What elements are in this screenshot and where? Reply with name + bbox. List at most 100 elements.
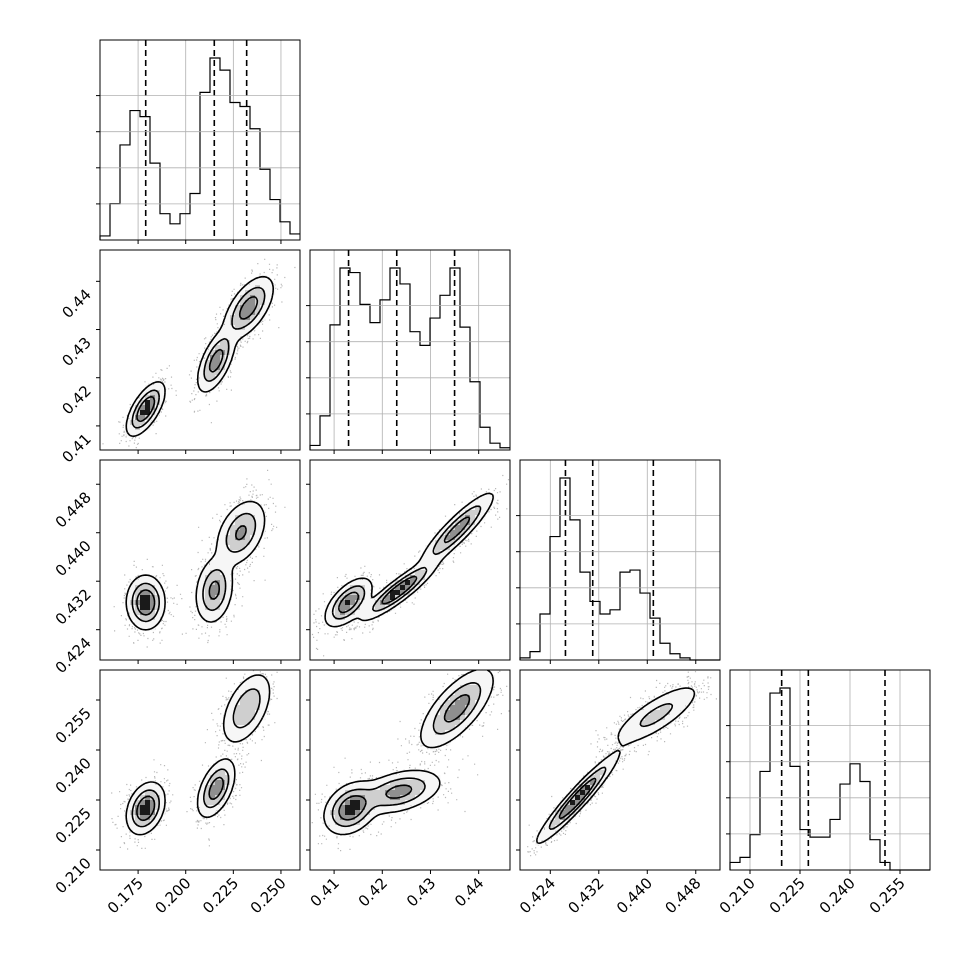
density-cell <box>670 695 676 701</box>
density-cell <box>420 735 426 741</box>
density-cell <box>205 565 211 571</box>
density-cell <box>400 790 406 796</box>
density-cell <box>250 695 256 701</box>
density-cell <box>210 600 216 606</box>
density-cell <box>445 735 451 741</box>
density-cell <box>205 585 211 591</box>
density-cell <box>245 510 251 516</box>
density-cell <box>480 500 486 506</box>
density-cell <box>330 600 336 606</box>
contour-line <box>536 687 696 844</box>
density-cell <box>630 725 636 731</box>
density-cell <box>440 730 446 736</box>
density-cell <box>225 595 231 601</box>
density-cell <box>200 600 206 606</box>
contour-line <box>323 670 494 836</box>
density-cell <box>260 305 266 311</box>
density-cell <box>380 810 386 816</box>
density-cell <box>260 310 266 316</box>
density-cell <box>240 290 246 296</box>
density-cell <box>445 535 451 541</box>
density-cell <box>240 555 246 561</box>
density-cell <box>245 685 251 691</box>
density-cell <box>625 740 631 746</box>
y-tick-label: 0.210 <box>52 854 95 897</box>
density-cell <box>260 510 266 516</box>
density-cell <box>455 685 461 691</box>
density-cell <box>240 300 246 306</box>
density-cell <box>410 795 416 801</box>
density-cell <box>440 700 446 706</box>
density-cell <box>250 700 256 706</box>
density-cell <box>235 695 241 701</box>
density-cell <box>140 830 146 836</box>
density-cell <box>665 715 671 721</box>
density-cell <box>325 810 331 816</box>
density-cell <box>150 580 156 586</box>
density-cell <box>385 785 391 791</box>
density-cell <box>355 590 361 596</box>
density-cell <box>335 615 341 621</box>
density-cell <box>230 780 236 786</box>
density-cell <box>595 780 601 786</box>
density-cell <box>425 725 431 731</box>
density-cell <box>360 595 366 601</box>
density-cell <box>330 620 336 626</box>
density-cell <box>200 370 206 376</box>
density-cell <box>215 585 221 591</box>
density-cell <box>470 525 476 531</box>
density-cell <box>230 705 236 711</box>
panel-background <box>310 460 510 660</box>
density-cell <box>130 615 136 621</box>
density-cell <box>355 810 361 816</box>
density-cell <box>140 820 146 826</box>
density-cell <box>670 690 676 696</box>
density-cell <box>145 400 151 406</box>
density-cell <box>255 295 261 301</box>
density-cell <box>350 785 356 791</box>
density-cell <box>220 610 226 616</box>
density-cell <box>550 825 556 831</box>
density-cell <box>330 820 336 826</box>
density-cell <box>215 355 221 361</box>
density-cell <box>220 775 226 781</box>
density-cell <box>225 315 231 321</box>
density-cell <box>450 725 456 731</box>
density-cell <box>660 700 666 706</box>
density-cell <box>250 680 256 686</box>
density-cell <box>560 805 566 811</box>
density-cell <box>340 605 346 611</box>
density-cell <box>255 320 261 326</box>
density-cell <box>415 790 421 796</box>
density-cell <box>215 785 221 791</box>
density-cell <box>235 310 241 316</box>
density-cell <box>475 690 481 696</box>
density-cell <box>235 540 241 546</box>
density-cell <box>470 715 476 721</box>
density-cell <box>555 815 561 821</box>
density-cell <box>395 590 401 596</box>
density-cell <box>560 800 566 806</box>
density-cell <box>130 795 136 801</box>
density-cell <box>140 615 146 621</box>
density-cell <box>335 605 341 611</box>
density-cell <box>430 715 436 721</box>
density-cell <box>690 690 696 696</box>
density-cell <box>200 375 206 381</box>
density-cell <box>430 725 436 731</box>
y-tick-label: 0.448 <box>52 488 95 531</box>
density-cell <box>350 805 356 811</box>
density-cell <box>210 385 216 391</box>
density-cell <box>335 825 341 831</box>
density-cell <box>220 760 226 766</box>
density-cell <box>415 785 421 791</box>
density-cell <box>145 620 151 626</box>
density-cell <box>450 530 456 536</box>
contour-line <box>558 777 597 820</box>
density-cell <box>460 510 466 516</box>
density-cell <box>360 600 366 606</box>
density-cell <box>385 605 391 611</box>
density-cell <box>390 800 396 806</box>
density-cell <box>415 775 421 781</box>
